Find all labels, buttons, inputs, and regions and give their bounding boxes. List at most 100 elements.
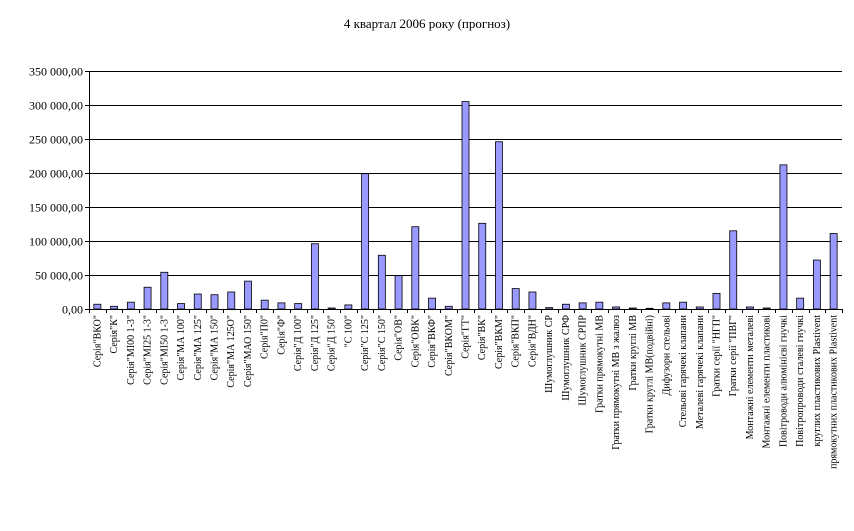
x-tick-label: Серія"Д 125" bbox=[310, 315, 321, 371]
bar bbox=[110, 305, 119, 310]
x-tick-label: Серія"ВКП" bbox=[511, 315, 522, 367]
bar bbox=[545, 307, 554, 310]
x-tick-label: Серія"ГТ" bbox=[461, 315, 472, 359]
bar bbox=[695, 306, 704, 310]
x-tick-label: Серія"С 150" bbox=[377, 315, 388, 371]
x-tick-label: Дифузори стельові bbox=[661, 315, 672, 396]
x-tick-label: Гратки круглі МВ(подвійні) bbox=[645, 315, 656, 433]
bar bbox=[361, 173, 370, 310]
y-tick-label: 50 000,00 bbox=[35, 269, 83, 283]
y-tick-labels: 0,00 50 000,00 100 000,00 150 000,00 200 000… bbox=[29, 65, 83, 317]
x-tick-label: Серія"ВКМ" bbox=[494, 315, 505, 369]
x-tick-label: Повітроводи алюмінієві гнучкі bbox=[778, 315, 789, 447]
x-tick-label: Серія"Д 150" bbox=[327, 315, 338, 371]
bar bbox=[210, 294, 219, 310]
x-tick-label: Шумоглушник СРПР bbox=[578, 315, 589, 406]
x-tick-label: Серія"ВК" bbox=[477, 315, 488, 360]
x-tick-label: Серія"ВДН" bbox=[527, 315, 538, 367]
x-tick-labels: Серія"ВКО" Серія"К" Серія"МІ00 1-3" Серія"М… bbox=[92, 314, 839, 469]
bar bbox=[461, 101, 470, 310]
bar bbox=[511, 288, 520, 310]
x-tick-label: Серія"МА 125О" bbox=[226, 315, 237, 388]
x-tick-label: Металеві гарячекі клапани bbox=[695, 314, 706, 429]
bar bbox=[143, 286, 152, 310]
x-tick-label: Серія"ОВК" bbox=[410, 315, 421, 367]
bar bbox=[244, 280, 252, 310]
y-tick-label: 100 000,00 bbox=[29, 235, 83, 249]
x-tick-label: Гратки серії "НГП" bbox=[712, 315, 723, 397]
x-tick-label: Серія"С 125" bbox=[360, 315, 371, 371]
y-tick-label: 200 000,00 bbox=[29, 167, 83, 181]
bar bbox=[762, 307, 771, 310]
x-tick-label: Шумоглушник СР bbox=[544, 315, 555, 393]
axes bbox=[85, 71, 843, 313]
bar bbox=[561, 303, 570, 310]
bar bbox=[310, 243, 319, 310]
chart-title: 4 квартал 2006 року (прогноз) bbox=[343, 16, 511, 31]
y-tick-label: 150 000,00 bbox=[29, 201, 83, 215]
x-tick-label: Шумоглушник СРФ bbox=[561, 315, 572, 401]
bar bbox=[779, 164, 788, 310]
bar bbox=[796, 297, 805, 310]
bar bbox=[478, 222, 487, 310]
bar bbox=[628, 307, 637, 310]
bar bbox=[444, 305, 453, 310]
y-tick-label: 0,00 bbox=[62, 303, 83, 317]
x-tick-label: Серія"Д 100" bbox=[293, 315, 304, 371]
bar bbox=[829, 233, 838, 310]
x-tick-label: Серія"ВКФ" bbox=[427, 315, 438, 368]
y-tick-label: 300 000,00 bbox=[29, 99, 83, 113]
x-tick-label: Серія"ВКОМ" bbox=[444, 315, 455, 376]
bar bbox=[177, 303, 185, 310]
bar bbox=[812, 259, 821, 310]
y-tick-label: 250 000,00 bbox=[29, 133, 83, 147]
bar bbox=[645, 307, 654, 310]
x-tick-label: круглих пластикових Plastivent bbox=[812, 315, 823, 447]
x-tick-label: Гратки серії "ПВГ" bbox=[728, 315, 739, 396]
bar bbox=[578, 302, 587, 310]
x-tick-label: Стельові гарячекі клапани bbox=[678, 314, 689, 427]
x-tick-label: Серія"МА 100" bbox=[176, 315, 187, 380]
bar bbox=[294, 303, 303, 310]
x-tick-label: Монтажні елементи металеві bbox=[745, 315, 756, 440]
bar bbox=[495, 141, 503, 310]
bar bbox=[193, 293, 202, 310]
x-tick-label: Серія"МАО 150" bbox=[243, 315, 254, 387]
bar bbox=[160, 271, 169, 310]
x-tick-label: Серія"МА 150" bbox=[210, 315, 221, 380]
x-tick-label: Серія"ОВ" bbox=[394, 315, 405, 361]
bar bbox=[93, 303, 102, 310]
x-tick-label: "С 100" bbox=[343, 315, 354, 347]
bar bbox=[729, 230, 738, 310]
x-tick-label: Серія"МА 125" bbox=[193, 315, 204, 380]
bar bbox=[327, 307, 336, 310]
bar bbox=[428, 297, 436, 310]
bar bbox=[126, 301, 135, 310]
x-tick-label: прямокутних пластикових Plastivent bbox=[829, 315, 840, 469]
x-tick-label: Гратки прямокутні МВ з жалюз bbox=[611, 315, 622, 450]
x-tick-label: Серія"МІ00 1-3" bbox=[126, 315, 137, 385]
bars bbox=[93, 101, 838, 310]
bar bbox=[612, 306, 621, 310]
x-tick-label: Серія"П0" bbox=[260, 315, 271, 359]
bar bbox=[344, 304, 353, 310]
x-tick-label: Серія"К" bbox=[109, 315, 120, 353]
bar bbox=[595, 301, 604, 310]
bar bbox=[746, 306, 754, 310]
x-tick-label: Серія"МІ50 1-3" bbox=[159, 315, 170, 385]
bar bbox=[679, 301, 687, 310]
bar bbox=[712, 292, 721, 310]
bar bbox=[662, 302, 671, 310]
x-tick-label: Серія"ВКО" bbox=[92, 315, 103, 367]
bar bbox=[528, 291, 537, 310]
x-tick-label: Монтажні елементи пластикові bbox=[762, 315, 773, 449]
bar bbox=[277, 302, 286, 310]
bar bbox=[377, 254, 386, 310]
x-tick-label: Серія"МІ25 1-3" bbox=[143, 315, 154, 385]
bar bbox=[411, 226, 420, 310]
bar bbox=[394, 275, 403, 310]
y-tick-label: 350 000,00 bbox=[29, 65, 83, 79]
x-tick-label: Гратки прямокутні МВ bbox=[594, 315, 605, 413]
x-tick-label: Гратки круглі МВ bbox=[628, 315, 639, 391]
